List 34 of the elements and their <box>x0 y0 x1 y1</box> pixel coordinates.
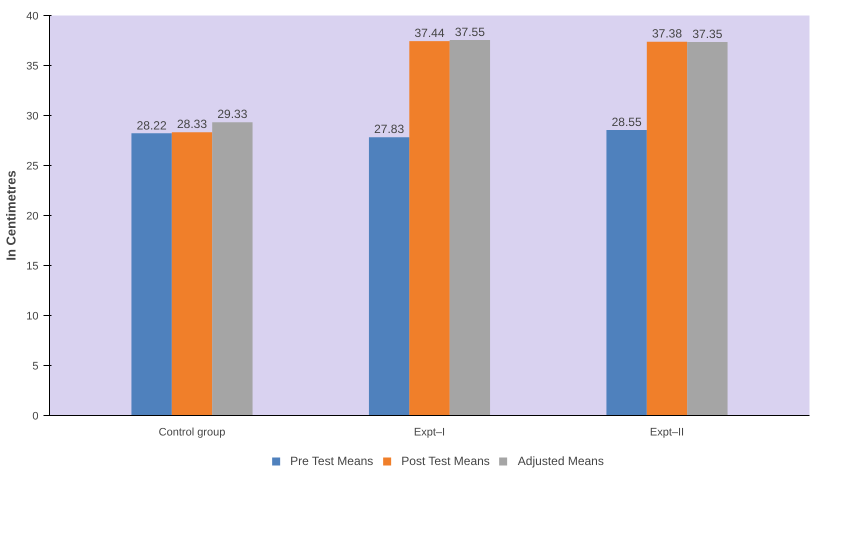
legend-label: Post Test Means <box>401 454 490 468</box>
bar <box>409 41 450 416</box>
bar <box>212 122 253 416</box>
data-label: 28.55 <box>612 115 642 129</box>
x-tick-label: Control group <box>158 426 226 438</box>
bar <box>131 133 172 416</box>
data-label: 28.22 <box>136 118 167 132</box>
data-label: 28.33 <box>176 117 208 132</box>
y-tick-label: 10 <box>26 310 39 322</box>
bar <box>450 40 490 416</box>
bar <box>172 132 212 416</box>
data-label: 37.55 <box>454 25 486 39</box>
y-tick-label: 25 <box>26 160 39 172</box>
y-tick-label: 40 <box>26 10 39 22</box>
legend-label: Pre Test Means <box>290 454 374 468</box>
data-label: 27.83 <box>374 122 404 136</box>
data-label: 37.38 <box>652 26 682 41</box>
y-tick-label: 15 <box>26 260 39 272</box>
bar <box>606 130 647 416</box>
bar <box>368 137 410 416</box>
x-tick-label: Expt–I <box>414 426 446 438</box>
bar <box>687 42 728 416</box>
y-tick-label: 35 <box>26 60 39 72</box>
y-tick-label: 5 <box>32 360 39 372</box>
legend-label: Adjusted Means <box>518 454 604 468</box>
data-label: 29.33 <box>217 107 248 122</box>
y-tick-label: 30 <box>26 110 39 122</box>
x-tick-label: Expt–II <box>650 426 684 438</box>
bar <box>646 42 688 416</box>
data-label: 37.44 <box>414 26 445 40</box>
y-tick-label: 20 <box>26 210 39 222</box>
y-tick-label: 0 <box>32 410 39 422</box>
y-axis-title: In Centimetres <box>3 170 18 261</box>
data-label: 37.35 <box>692 27 723 41</box>
